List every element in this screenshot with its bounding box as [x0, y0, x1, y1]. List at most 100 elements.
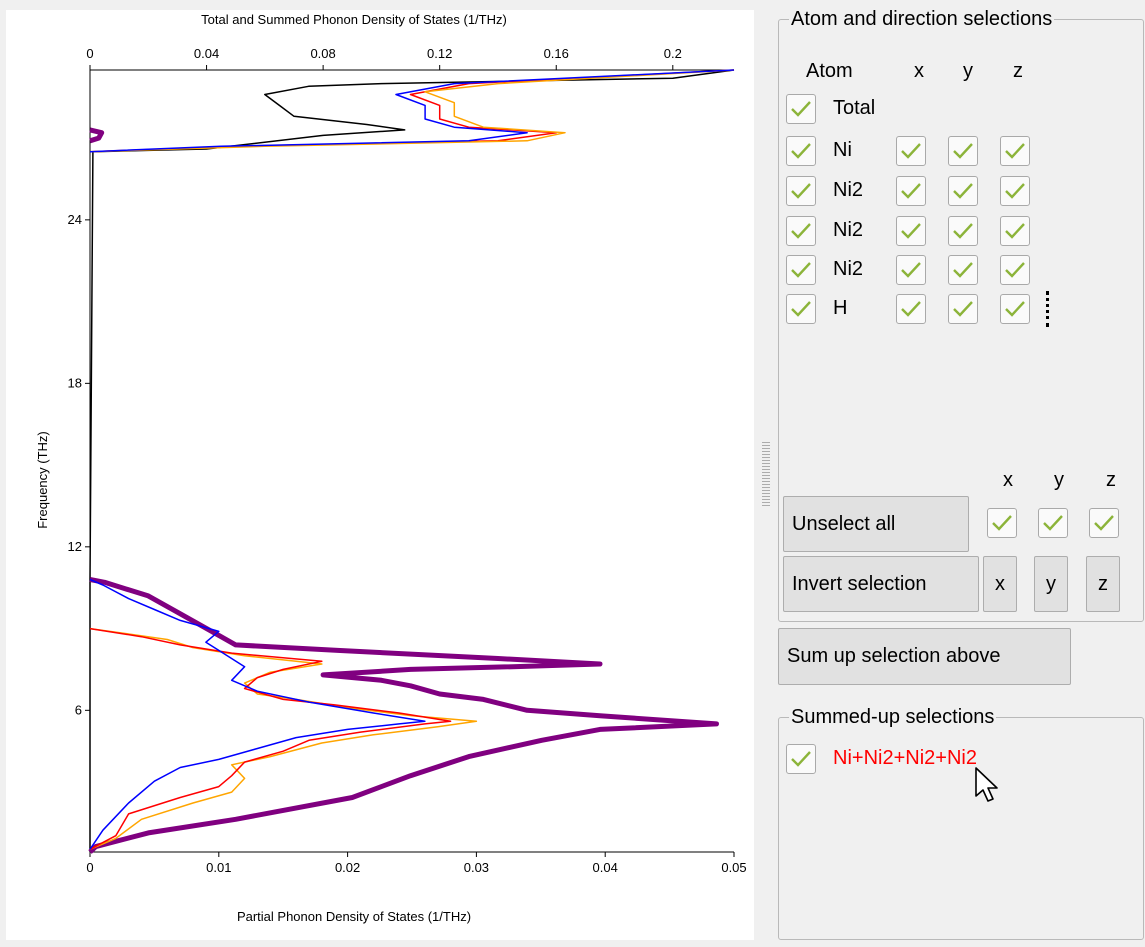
checkmark-icon: [1005, 301, 1025, 317]
y-tick-label: 18: [68, 375, 82, 390]
checkmark-icon: [953, 183, 973, 199]
checkmark-icon: [953, 143, 973, 159]
bottom-tick-label: 0.02: [335, 860, 360, 875]
checkmark-icon: [901, 301, 921, 317]
top-tick-label: 0.04: [194, 46, 219, 61]
invert-x-button[interactable]: x: [983, 556, 1017, 612]
z-column-header: z: [1013, 60, 1023, 82]
atom-label: Ni2: [833, 179, 864, 201]
y-tick-label: 6: [75, 702, 82, 717]
all-y-checkbox[interactable]: [1038, 508, 1068, 538]
checkmark-icon: [791, 223, 811, 239]
checkmark-icon: [953, 223, 973, 239]
bottom-tick-label: 0: [86, 860, 93, 875]
atom-checkbox-ni2-b[interactable]: [786, 216, 816, 246]
checkmark-icon: [953, 262, 973, 278]
bottom-axis-title: Partial Phonon Density of States (1/THz): [237, 909, 471, 924]
atom-ni2-a-y-checkbox[interactable]: [948, 176, 978, 206]
dir-x-header: x: [1003, 469, 1013, 491]
atom-h-x-checkbox[interactable]: [896, 294, 926, 324]
dos-chart: 0 0.04 0.08 0.12 0.16 0.2 0 0.01 0.02 0.03 0.04 0.0…: [35, 12, 747, 924]
checkmark-icon: [953, 301, 973, 317]
checkmark-icon: [1005, 183, 1025, 199]
checkmark-icon: [791, 183, 811, 199]
dos-series-line: [89, 69, 735, 153]
atom-checkbox-ni[interactable]: [786, 136, 816, 166]
checkmark-icon: [1005, 223, 1025, 239]
atom-direction-group-title: Atom and direction selections: [791, 8, 1053, 30]
total-label: Total: [833, 97, 876, 119]
top-tick-label: 0.16: [544, 46, 569, 61]
summed-item-checkbox[interactable]: [786, 744, 816, 774]
top-tick-label: 0.2: [664, 46, 682, 61]
atom-ni2-a-z-checkbox[interactable]: [1000, 176, 1030, 206]
checkmark-icon: [992, 515, 1012, 531]
invert-z-button[interactable]: z: [1086, 556, 1120, 612]
atom-ni2-c-x-checkbox[interactable]: [896, 255, 926, 285]
checkmark-icon: [1005, 143, 1025, 159]
atom-label: Ni2: [833, 258, 864, 280]
atom-ni2-c-y-checkbox[interactable]: [948, 255, 978, 285]
checkmark-icon: [901, 143, 921, 159]
checkmark-icon: [791, 143, 811, 159]
focus-indicator: [1046, 291, 1049, 327]
bottom-tick-label: 0.05: [721, 860, 746, 875]
atom-label: Ni: [833, 139, 852, 161]
checkmark-icon: [1094, 515, 1114, 531]
checkmark-icon: [1043, 515, 1063, 531]
checkmark-icon: [791, 101, 811, 117]
mouse-pointer-icon: [975, 767, 998, 802]
checkmark-icon: [791, 751, 811, 767]
dos-plot-panel: 0 0.04 0.08 0.12 0.16 0.2 0 0.01 0.02 0.03 0.04 0.0…: [6, 10, 754, 940]
atom-ni2-a-x-checkbox[interactable]: [896, 176, 926, 206]
atom-column-header: Atom: [806, 60, 853, 82]
top-tick-label: 0.12: [427, 46, 452, 61]
total-checkbox[interactable]: [786, 94, 816, 124]
y-axis-title: Frequency (THz): [35, 431, 50, 529]
atom-ni-z-checkbox[interactable]: [1000, 136, 1030, 166]
dos-series-line: [89, 69, 735, 153]
atom-ni-y-checkbox[interactable]: [948, 136, 978, 166]
unselect-all-button[interactable]: Unselect all: [783, 496, 969, 552]
atom-h-y-checkbox[interactable]: [948, 294, 978, 324]
atom-ni-x-checkbox[interactable]: [896, 136, 926, 166]
summed-item-label[interactable]: Ni+Ni2+Ni2+Ni2: [833, 747, 977, 769]
invert-y-button[interactable]: y: [1034, 556, 1068, 612]
panel-splitter-handle[interactable]: [762, 442, 770, 506]
dos-series-line: [89, 578, 426, 850]
bottom-tick-label: 0.04: [593, 860, 618, 875]
atom-checkbox-ni2-a[interactable]: [786, 176, 816, 206]
y-tick-label: 24: [68, 212, 82, 227]
x-column-header: x: [914, 60, 924, 82]
dir-z-header: z: [1106, 469, 1116, 491]
checkmark-icon: [1005, 262, 1025, 278]
checkmark-icon: [791, 262, 811, 278]
atom-checkbox-ni2-c[interactable]: [786, 255, 816, 285]
y-column-header: y: [963, 60, 973, 82]
atom-label: Ni2: [833, 219, 864, 241]
all-z-checkbox[interactable]: [1089, 508, 1119, 538]
atom-ni2-b-z-checkbox[interactable]: [1000, 216, 1030, 246]
top-tick-label: 0: [86, 46, 93, 61]
invert-selection-button[interactable]: Invert selection: [783, 556, 979, 612]
dos-series-line: [89, 69, 735, 153]
bottom-tick-label: 0.03: [464, 860, 489, 875]
checkmark-icon: [901, 183, 921, 199]
bottom-tick-label: 0.01: [206, 860, 231, 875]
top-tick-label: 0.08: [310, 46, 335, 61]
atom-ni2-c-z-checkbox[interactable]: [1000, 255, 1030, 285]
sum-up-selection-button[interactable]: Sum up selection above: [778, 628, 1071, 685]
atom-ni2-b-x-checkbox[interactable]: [896, 216, 926, 246]
dos-series-line: [89, 127, 105, 144]
dos-series-line: [88, 577, 719, 854]
dir-y-header: y: [1054, 469, 1064, 491]
top-axis-title: Total and Summed Phonon Density of State…: [201, 12, 507, 27]
all-x-checkbox[interactable]: [987, 508, 1017, 538]
dos-series-line: [89, 69, 735, 852]
atom-ni2-b-y-checkbox[interactable]: [948, 216, 978, 246]
atom-direction-group: Atom and direction selections: [778, 8, 1144, 622]
atom-label: H: [833, 297, 848, 319]
atom-checkbox-h[interactable]: [786, 294, 816, 324]
atom-h-z-checkbox[interactable]: [1000, 294, 1030, 324]
summed-selections-group: Summed-up selections: [778, 706, 1144, 940]
